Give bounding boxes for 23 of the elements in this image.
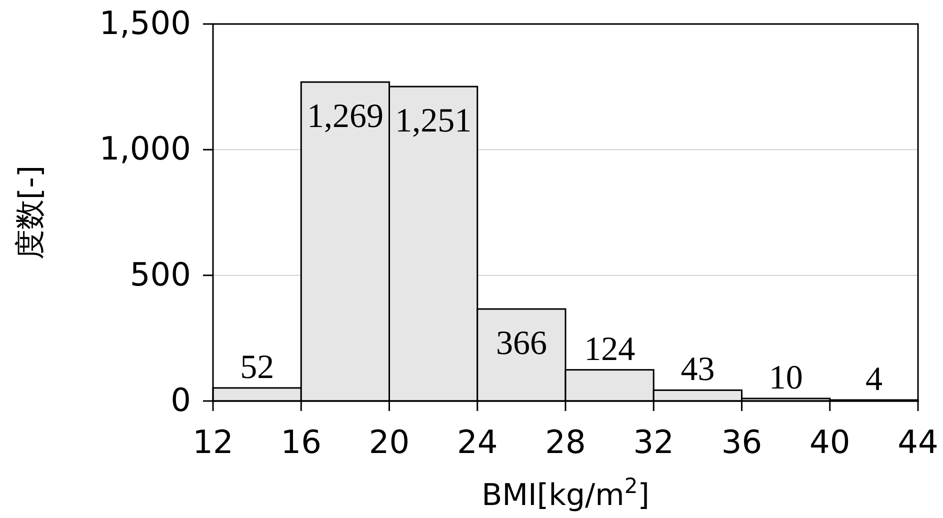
x-tick-label: 36: [721, 423, 762, 461]
y-tick-label: 1,500: [99, 4, 191, 42]
data-label: 43: [680, 351, 715, 388]
y-tick-label: 0: [170, 381, 191, 419]
y-tick-label: 500: [130, 255, 191, 294]
data-label: 1,251: [395, 102, 472, 140]
x-tick-label: 20: [368, 423, 410, 461]
data-label: 366: [496, 325, 547, 362]
x-tick-label: 12: [192, 423, 234, 461]
y-axis-title: 度数[-]: [13, 165, 48, 260]
x-tick-label: 32: [633, 423, 674, 461]
data-label: 52: [240, 348, 274, 386]
data-label: 124: [584, 330, 636, 368]
data-label: 1,269: [306, 98, 384, 136]
data-label: 10: [768, 359, 803, 396]
x-tick-label: 40: [810, 423, 850, 461]
x-tick-label: 24: [457, 423, 498, 461]
y-tick-label: 1,000: [99, 130, 191, 168]
x-tick-label: 28: [545, 423, 586, 461]
data-label: 4: [865, 360, 882, 398]
x-tick-label: 16: [280, 423, 322, 461]
x-axis-title: BMI[kg/m$^{2}$]: [482, 474, 650, 513]
x-tick-label: 44: [898, 423, 938, 461]
